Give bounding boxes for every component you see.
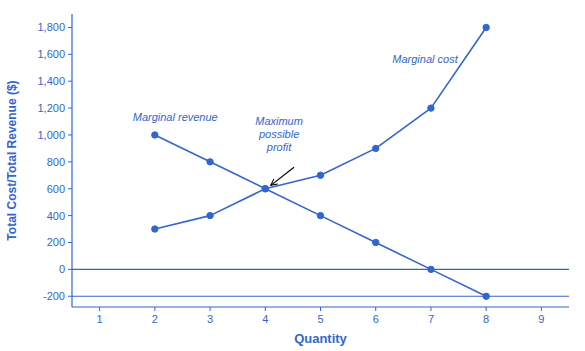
x-tick — [375, 307, 376, 311]
x-tick-label: 4 — [262, 313, 268, 325]
line — [155, 27, 486, 229]
y-tick-label: 1,400 — [37, 75, 65, 87]
reference-line — [72, 269, 569, 270]
chart: 1 2 3 4 5 6 7 8 9 -200 0 200 400 600 800 1,000 1,200 1,40… — [0, 0, 585, 351]
point — [428, 266, 434, 272]
x-tick — [265, 307, 266, 311]
annotation: Maximumpossibleprofit — [255, 115, 303, 153]
y-tick — [68, 215, 72, 216]
y-tick — [68, 188, 72, 189]
x-tick — [154, 307, 155, 311]
y-tick-label: 1,000 — [37, 129, 65, 141]
point — [373, 145, 379, 151]
point — [428, 105, 434, 111]
series — [152, 132, 490, 300]
y-tick — [68, 296, 72, 297]
x-tick-label: 9 — [538, 313, 544, 325]
y-tick-label: 800 — [47, 156, 65, 168]
y-tick-label: 1,600 — [37, 48, 65, 60]
x-tick — [210, 307, 211, 311]
point — [152, 226, 158, 232]
x-axis-label: Quantity — [294, 331, 347, 346]
y-tick — [68, 27, 72, 28]
point — [152, 132, 158, 138]
x-tick — [430, 307, 431, 311]
x-tick — [541, 307, 542, 311]
annotation: Marginal cost — [392, 53, 458, 65]
y-axis-line — [71, 14, 72, 307]
y-tick-label: 0 — [59, 263, 65, 275]
y-tick — [68, 242, 72, 243]
point — [317, 212, 323, 218]
point — [483, 293, 489, 299]
y-tick — [68, 81, 72, 82]
y-tick-label: 1,800 — [37, 21, 65, 33]
x-tick — [320, 307, 321, 311]
x-tick-label: 5 — [317, 313, 323, 325]
plot-area — [72, 24, 569, 299]
y-tick — [68, 54, 72, 55]
point — [207, 212, 213, 218]
point — [262, 186, 268, 192]
y-tick — [68, 161, 72, 162]
point — [207, 159, 213, 165]
x-tick-label: 1 — [97, 313, 103, 325]
x-tick-label: 2 — [152, 313, 158, 325]
point — [373, 239, 379, 245]
x-tick — [99, 307, 100, 311]
y-tick — [68, 134, 72, 135]
y-tick-label: 200 — [47, 236, 65, 248]
y-tick — [68, 269, 72, 270]
point — [317, 172, 323, 178]
x-tick-label: 3 — [207, 313, 213, 325]
arrow — [271, 167, 294, 185]
annotation: Marginal revenue — [133, 111, 218, 123]
point — [262, 186, 268, 192]
reference-line — [72, 296, 569, 297]
series — [152, 24, 490, 232]
x-tick-label: 6 — [373, 313, 379, 325]
axes: 1 2 3 4 5 6 7 8 9 -200 0 200 400 600 800 1,000 1,200 1,40… — [37, 14, 569, 325]
line — [155, 135, 486, 296]
x-tick-label: 7 — [428, 313, 434, 325]
y-tick-label: 400 — [47, 210, 65, 222]
point — [483, 24, 489, 30]
y-tick-label: 600 — [47, 183, 65, 195]
y-tick — [68, 108, 72, 109]
x-tick-label: 8 — [483, 313, 489, 325]
x-tick — [486, 307, 487, 311]
y-tick-label: -200 — [43, 290, 65, 302]
y-tick-label: 1,200 — [37, 102, 65, 114]
y-axis-label: Total Cost/Total Revenue ($) — [5, 80, 19, 240]
